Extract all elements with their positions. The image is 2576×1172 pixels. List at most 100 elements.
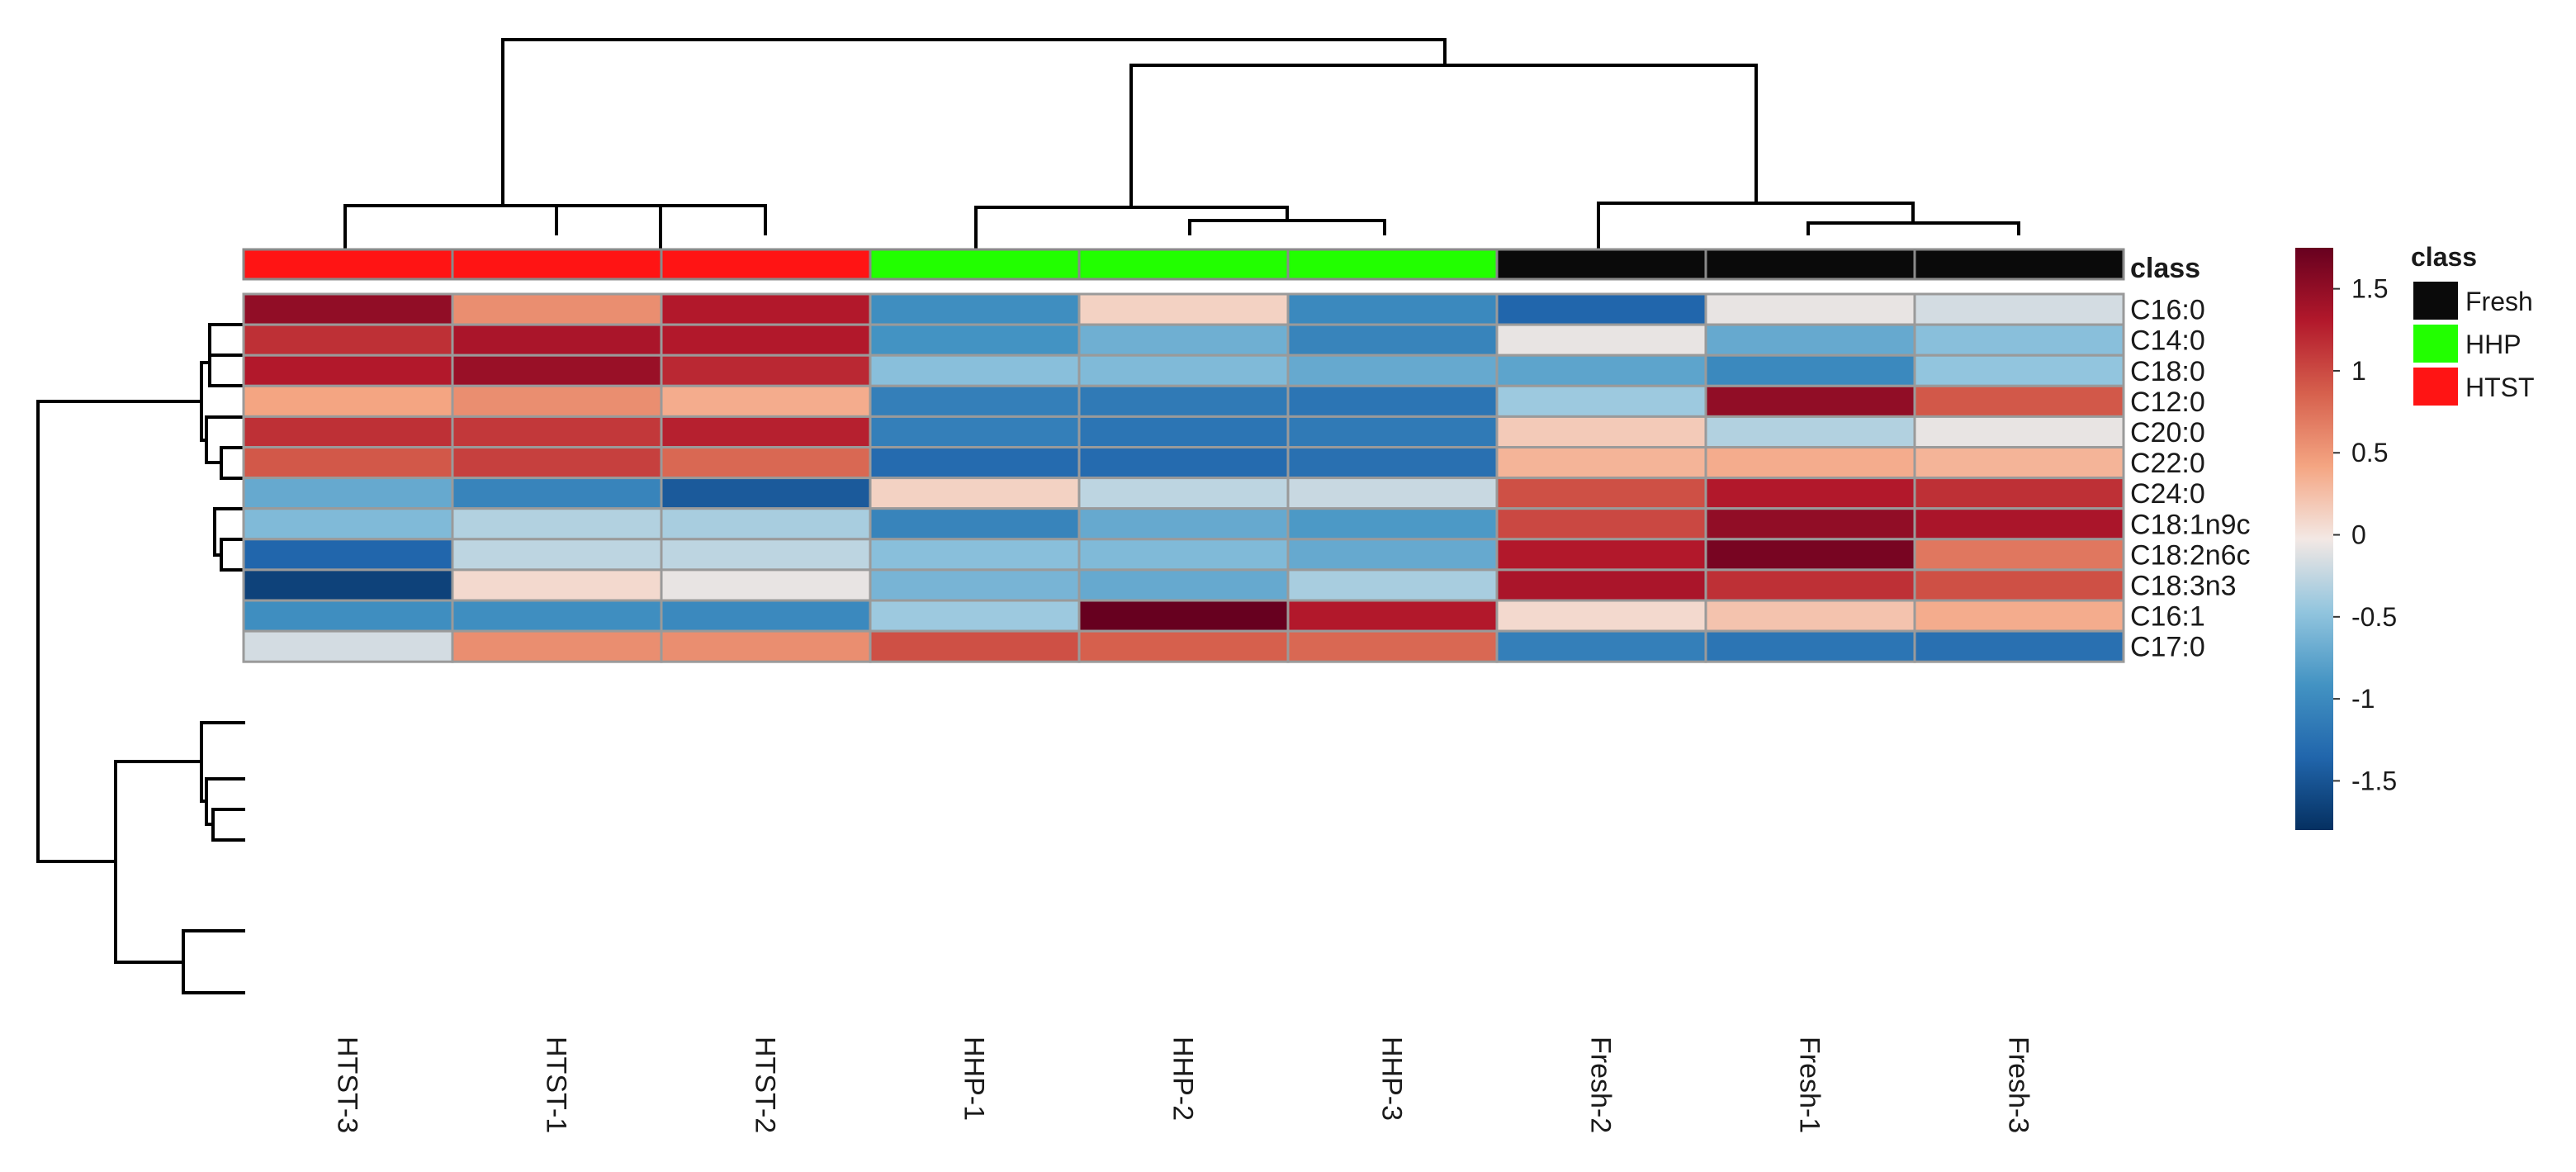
heatmap-cell — [451, 353, 663, 387]
heatmap-cell — [1704, 415, 1916, 448]
heatmap-cell — [1077, 446, 1290, 480]
heatmap-cell — [1077, 384, 1290, 418]
heatmap-cell — [1077, 507, 1290, 541]
heatmap-cell — [451, 507, 663, 541]
heatmap-cell — [660, 538, 872, 572]
heatmap-cell — [451, 477, 663, 510]
class-bar-cell-HTST-3 — [242, 248, 454, 281]
class-bar-cell-Fresh-3 — [1913, 248, 2125, 281]
heatmap-cell — [451, 629, 663, 663]
heatmap-cell — [1495, 415, 1707, 448]
heatmap-cell — [1286, 384, 1499, 418]
heatmap-cell — [242, 477, 454, 510]
class-bar-cell-HTST-2 — [660, 248, 872, 281]
heatmap-cell — [660, 384, 872, 418]
heatmap-cell — [869, 323, 1081, 357]
heatmap-cell — [242, 629, 454, 663]
heatmap-cell — [1913, 538, 2125, 572]
heatmap-cell — [660, 353, 872, 387]
heatmap-cell — [1077, 477, 1290, 510]
heatmap-cell — [660, 446, 872, 480]
heatmap-cell — [1913, 477, 2125, 510]
colorbar-tick-label: 0.5 — [2351, 438, 2388, 467]
row-label: C20:0 — [2130, 417, 2205, 448]
row-label: C14:0 — [2130, 325, 2205, 357]
column-labels: HTST-3 HTST-1 HTST-2 HHP-1 HHP-2 HHP-3 Fresh-2… — [332, 1037, 2034, 1133]
heatmap-cell — [660, 629, 872, 663]
heatmap-cell — [1704, 292, 1916, 326]
column-label: HTST-3 — [332, 1037, 363, 1133]
heatmap-cell — [1286, 353, 1499, 387]
heatmap-cell — [1077, 415, 1290, 448]
class-bar-cell-Fresh-1 — [1704, 248, 1916, 281]
legend-swatch — [2412, 280, 2460, 321]
heatmap-cell — [869, 292, 1081, 326]
heatmap-cell — [1077, 538, 1290, 572]
heatmap-cell — [1704, 507, 1916, 541]
class-bar-cell-Fresh-2 — [1495, 248, 1707, 281]
row-label: C18:3n3 — [2130, 570, 2237, 601]
heatmap-cell — [1077, 323, 1290, 357]
heatmap-cell — [1495, 568, 1707, 602]
row-dendrogram — [36, 323, 245, 994]
heatmap-cell — [242, 568, 454, 602]
heatmap-cells — [242, 292, 2125, 663]
heatmap-cell — [869, 599, 1081, 633]
column-label: Fresh-3 — [2003, 1037, 2034, 1133]
heatmap-cell — [451, 415, 663, 448]
column-label: HTST-1 — [541, 1037, 572, 1133]
heatmap-cell — [1913, 323, 2125, 357]
heatmap-cell — [1913, 507, 2125, 541]
heatmap-cell — [451, 384, 663, 418]
row-label: C22:0 — [2130, 448, 2205, 479]
row-label: C18:0 — [2130, 356, 2205, 387]
heatmap-cell — [1286, 446, 1499, 480]
heatmap-cell — [1704, 568, 1916, 602]
heatmap-cell — [1077, 629, 1290, 663]
heatmap-cell — [451, 323, 663, 357]
heatmap-cell — [1704, 446, 1916, 480]
class-annotation-label: class — [2130, 253, 2200, 284]
column-label: HHP-1 — [959, 1037, 990, 1121]
heatmap-cell — [242, 292, 454, 326]
colorbar-tick-label: 1.5 — [2351, 274, 2388, 304]
heatmap-cell — [1495, 538, 1707, 572]
heatmap-cell — [1704, 384, 1916, 418]
class-bar-cell-HHP-1 — [869, 248, 1081, 281]
heatmap-cell — [1495, 446, 1707, 480]
heatmap-cell — [660, 599, 872, 633]
heatmap-cell — [1286, 599, 1499, 633]
heatmap-cell — [451, 568, 663, 602]
row-labels: C16:0C14:0C18:0C12:0C20:0C22:0C24:0C18:1… — [2130, 295, 2251, 663]
legend-label: HHP — [2465, 330, 2522, 359]
column-dendrogram — [343, 38, 2020, 249]
heatmap-cell — [1913, 599, 2125, 633]
row-label: C16:0 — [2130, 295, 2205, 326]
class-bar-cell-HHP-3 — [1286, 248, 1499, 281]
colorbar-tick-label: 1 — [2351, 356, 2366, 386]
heatmap-cell — [242, 384, 454, 418]
colorbar-tick-label: -1 — [2351, 684, 2375, 714]
heatmap-cell — [869, 507, 1081, 541]
heatmap-cell — [1913, 568, 2125, 602]
heatmap-cell — [1495, 292, 1707, 326]
class-bar-cell-HHP-2 — [1077, 248, 1290, 281]
heatmap-cell — [1913, 292, 2125, 326]
heatmap-cell — [869, 353, 1081, 387]
heatmap-cell — [1495, 323, 1707, 357]
colorbar-ticks: 1.5 1 0.5 0 -0.5 -1 -1.5 — [2333, 274, 2397, 795]
heatmap-cell — [660, 568, 872, 602]
heatmap-cell — [242, 323, 454, 357]
heatmap-cell — [1077, 568, 1290, 602]
heatmap-cell — [1913, 415, 2125, 448]
heatmap-cell — [869, 568, 1081, 602]
legend-title: class — [2411, 242, 2477, 272]
heatmap-cell — [1704, 323, 1916, 357]
heatmap-cell — [1704, 538, 1916, 572]
legend-swatch — [2412, 366, 2460, 407]
legend-label: Fresh — [2465, 287, 2533, 316]
heatmap-cell — [451, 446, 663, 480]
heatmap-cell — [869, 384, 1081, 418]
heatmap-cell — [1704, 629, 1916, 663]
